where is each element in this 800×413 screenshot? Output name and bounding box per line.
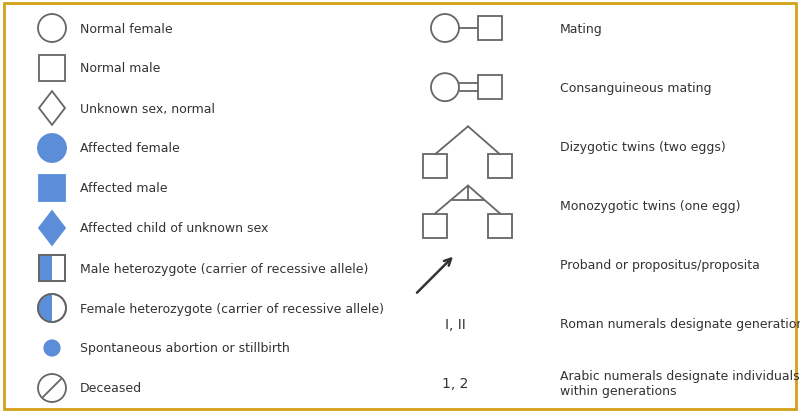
Text: I, II: I, II: [445, 317, 466, 331]
Bar: [478, 76, 502, 100]
Text: Consanguineous mating: Consanguineous mating: [560, 81, 711, 95]
Circle shape: [38, 374, 66, 402]
Circle shape: [44, 340, 60, 356]
Bar: [39, 176, 65, 202]
Text: Female heterozygote (carrier of recessive allele): Female heterozygote (carrier of recessiv…: [80, 302, 384, 315]
Bar: [39, 56, 65, 82]
Polygon shape: [39, 211, 65, 245]
Text: Mating: Mating: [560, 22, 602, 36]
Text: Male heterozygote (carrier of recessive allele): Male heterozygote (carrier of recessive …: [80, 262, 368, 275]
Text: Affected male: Affected male: [80, 182, 167, 195]
Text: Roman numerals designate generation number: Roman numerals designate generation numb…: [560, 318, 800, 330]
Polygon shape: [39, 92, 65, 126]
Bar: [39, 255, 52, 281]
Text: Affected child of unknown sex: Affected child of unknown sex: [80, 222, 268, 235]
Bar: [423, 155, 447, 179]
Text: Dizygotic twins (two eggs): Dizygotic twins (two eggs): [560, 140, 726, 154]
Text: Normal male: Normal male: [80, 62, 160, 75]
Text: Arabic numerals designate individuals
within generations: Arabic numerals designate individuals wi…: [560, 369, 800, 397]
Bar: [488, 214, 512, 238]
Circle shape: [431, 15, 459, 43]
Text: Monozygotic twins (one egg): Monozygotic twins (one egg): [560, 199, 741, 212]
Wedge shape: [38, 294, 52, 322]
Text: 1, 2: 1, 2: [442, 376, 468, 390]
Bar: [39, 255, 65, 281]
Bar: [488, 155, 512, 179]
Text: Affected female: Affected female: [80, 142, 180, 155]
Circle shape: [38, 135, 66, 163]
Text: Normal female: Normal female: [80, 22, 173, 36]
Text: Spontaneous abortion or stillbirth: Spontaneous abortion or stillbirth: [80, 342, 290, 355]
Bar: [423, 214, 447, 238]
Bar: [478, 17, 502, 41]
Text: Deceased: Deceased: [80, 382, 142, 394]
Circle shape: [431, 74, 459, 102]
Circle shape: [38, 15, 66, 43]
Text: Proband or propositus/proposita: Proband or propositus/proposita: [560, 259, 760, 271]
Bar: [39, 255, 65, 281]
Text: Unknown sex, normal: Unknown sex, normal: [80, 102, 215, 115]
Circle shape: [38, 294, 66, 322]
